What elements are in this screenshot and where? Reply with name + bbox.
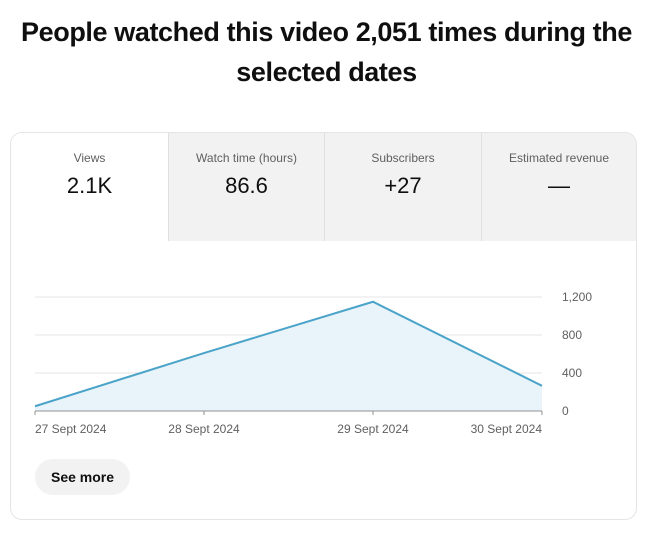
y-tick-label: 1,200 (562, 290, 592, 304)
page-title-line-1: People watched this video 2,051 times du… (21, 17, 632, 47)
tab-subscribers[interactable]: Subscribers +27 (324, 133, 481, 241)
tab-estimated-revenue-label: Estimated revenue (508, 151, 610, 165)
see-more-button[interactable]: See more (35, 459, 131, 495)
tab-estimated-revenue-value: — (548, 173, 570, 198)
views-area (35, 301, 542, 411)
page-title-line-2: selected dates (236, 57, 417, 87)
metric-tabs: Views 2.1K Watch time (hours) 86.6 Subsc… (11, 133, 636, 241)
tab-watch-time-value: 86.6 (225, 173, 268, 198)
y-tick-label: 800 (562, 328, 582, 342)
tab-estimated-revenue[interactable]: Estimated revenue — (481, 133, 636, 241)
analytics-card: Views 2.1K Watch time (hours) 86.6 Subsc… (10, 132, 637, 520)
y-tick-label: 400 (562, 366, 582, 380)
x-tick-label: 27 Sept 2024 (35, 422, 107, 436)
views-line (34, 300, 543, 408)
x-tick-label: 28 Sept 2024 (168, 422, 240, 436)
tab-watch-time[interactable]: Watch time (hours) 86.6 (168, 133, 324, 241)
x-axis-labels: 27 Sept 2024 28 Sept 2024 29 Sept 2024 30 S… (34, 411, 543, 436)
tab-watch-time-label: Watch time (hours) (196, 151, 297, 165)
tab-subscribers-label: Subscribers (371, 151, 435, 165)
y-tick-label: 0 (562, 404, 569, 418)
tab-views-label: Views (73, 151, 106, 165)
y-axis-labels: 0 400 800 1,200 (562, 290, 592, 418)
x-tick-label: 29 Sept 2024 (337, 422, 409, 436)
x-tick-label: 30 Sept 2024 (471, 422, 543, 436)
tab-views-value: 2.1K (66, 173, 113, 198)
tab-subscribers-value: +27 (384, 173, 422, 198)
page-title: People watched this video 2,051 times du… (0, 12, 653, 92)
views-chart[interactable]: 0 400 800 1,200 27 Sept 2024 28 Sept 2024 29 … (11, 241, 636, 451)
tab-views[interactable]: Views 2.1K (11, 133, 168, 241)
